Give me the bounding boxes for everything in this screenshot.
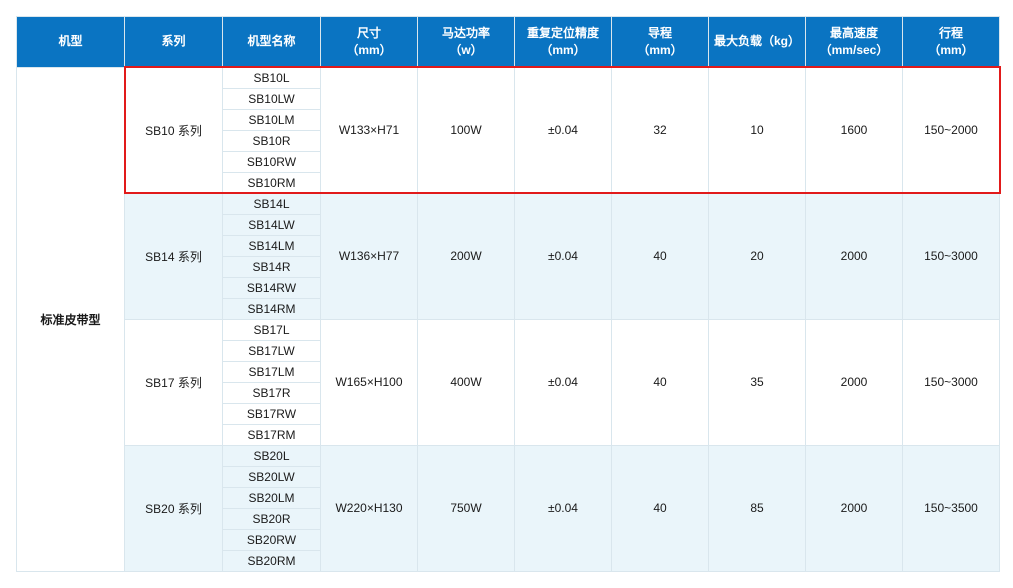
speed-cell: 2000 [806,193,903,319]
stroke-cell: 150~3500 [903,445,1000,571]
col-stroke: 行程（mm） [903,17,1000,68]
col-max-load: 最大负载（kg） [709,17,806,68]
col-series: 系列 [125,17,223,68]
series-cell: SB14 系列 [125,193,223,319]
model-name-cell: SB10LW [223,88,321,109]
model-name-cell: SB20L [223,445,321,466]
table-row: 标准皮带型SB10 系列SB10LW133×H71100W±0.04321016… [17,67,1000,88]
load-cell: 20 [709,193,806,319]
model-name-cell: SB20RW [223,529,321,550]
load-cell: 10 [709,67,806,193]
lead-cell: 40 [612,445,709,571]
size-cell: W136×H77 [321,193,418,319]
model-name-cell: SB17RM [223,424,321,445]
model-name-cell: SB20R [223,508,321,529]
col-size: 尺寸（mm） [321,17,418,68]
table-row: SB14 系列SB14LW136×H77200W±0.0440202000150… [17,193,1000,214]
stroke-cell: 150~3000 [903,319,1000,445]
model-name-cell: SB14LW [223,214,321,235]
speed-cell: 1600 [806,67,903,193]
load-cell: 35 [709,319,806,445]
power-cell: 750W [418,445,515,571]
model-name-cell: SB17LM [223,361,321,382]
power-cell: 200W [418,193,515,319]
model-name-cell: SB10L [223,67,321,88]
col-model-name: 机型名称 [223,17,321,68]
model-name-cell: SB20LM [223,487,321,508]
model-name-cell: SB14R [223,256,321,277]
speed-cell: 2000 [806,319,903,445]
series-cell: SB20 系列 [125,445,223,571]
spec-table: 机型 系列 机型名称 尺寸（mm） 马达功率（w） 重复定位精度（mm） 导程（… [16,16,1000,572]
table-row: SB17 系列SB17LW165×H100400W±0.044035200015… [17,319,1000,340]
size-cell: W220×H130 [321,445,418,571]
speed-cell: 2000 [806,445,903,571]
size-cell: W133×H71 [321,67,418,193]
model-name-cell: SB10LM [223,109,321,130]
series-cell: SB17 系列 [125,319,223,445]
stroke-cell: 150~3000 [903,193,1000,319]
model-name-cell: SB14RW [223,277,321,298]
table-row: SB20 系列SB20LW220×H130750W±0.044085200015… [17,445,1000,466]
col-motor-power: 马达功率（w） [418,17,515,68]
size-cell: W165×H100 [321,319,418,445]
model-name-cell: SB10RM [223,172,321,193]
precision-cell: ±0.04 [515,445,612,571]
precision-cell: ±0.04 [515,319,612,445]
model-name-cell: SB17R [223,382,321,403]
table-wrapper: 机型 系列 机型名称 尺寸（mm） 马达功率（w） 重复定位精度（mm） 导程（… [16,16,997,572]
series-cell: SB10 系列 [125,67,223,193]
col-model-type: 机型 [17,17,125,68]
power-cell: 100W [418,67,515,193]
col-lead: 导程（mm） [612,17,709,68]
model-name-cell: SB17RW [223,403,321,424]
model-name-cell: SB14L [223,193,321,214]
col-precision: 重复定位精度（mm） [515,17,612,68]
col-max-speed: 最高速度（mm/sec） [806,17,903,68]
lead-cell: 40 [612,319,709,445]
precision-cell: ±0.04 [515,67,612,193]
model-name-cell: SB14LM [223,235,321,256]
lead-cell: 40 [612,193,709,319]
model-name-cell: SB10R [223,130,321,151]
power-cell: 400W [418,319,515,445]
model-name-cell: SB17L [223,319,321,340]
model-name-cell: SB14RM [223,298,321,319]
load-cell: 85 [709,445,806,571]
model-name-cell: SB20LW [223,466,321,487]
header-row: 机型 系列 机型名称 尺寸（mm） 马达功率（w） 重复定位精度（mm） 导程（… [17,17,1000,68]
lead-cell: 32 [612,67,709,193]
category-cell: 标准皮带型 [17,67,125,571]
model-name-cell: SB17LW [223,340,321,361]
model-name-cell: SB10RW [223,151,321,172]
precision-cell: ±0.04 [515,193,612,319]
stroke-cell: 150~2000 [903,67,1000,193]
